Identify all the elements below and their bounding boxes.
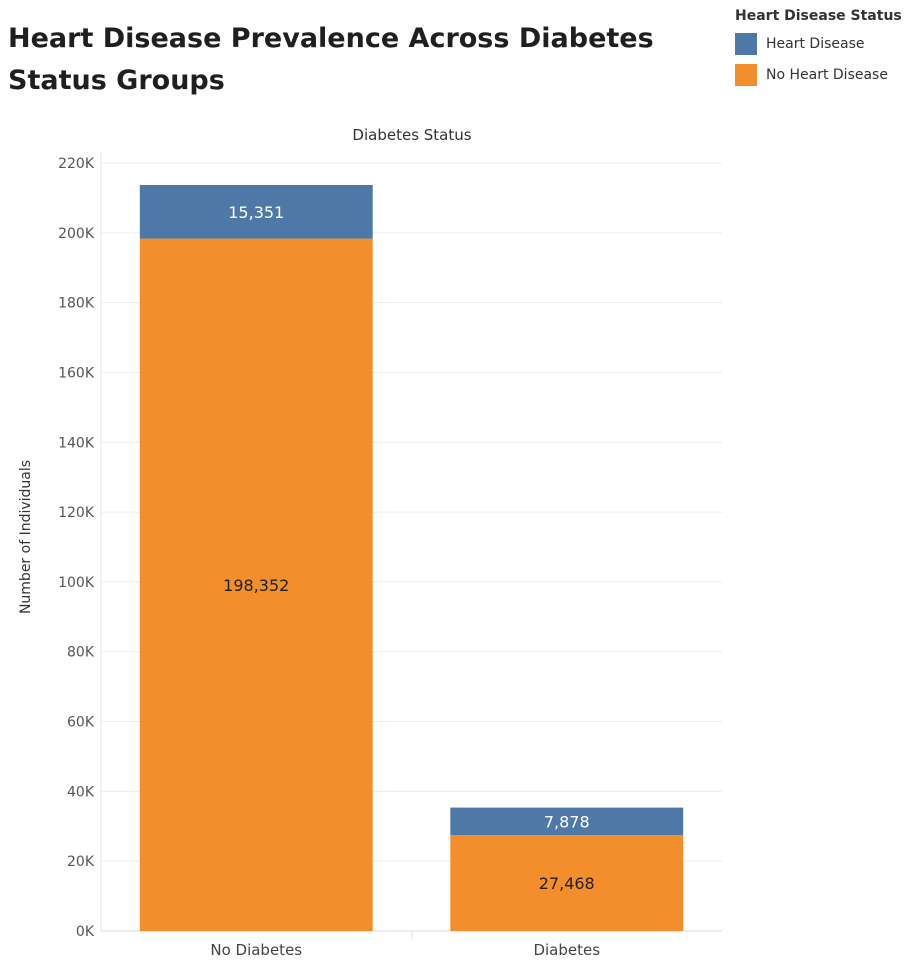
legend-swatch-no-heart-disease (735, 64, 757, 86)
y-tick-label: 0K (76, 924, 95, 940)
legend-item-no-heart-disease[interactable]: No Heart Disease (735, 64, 922, 86)
y-tick-label: 220K (58, 156, 95, 172)
y-tick-label: 140K (58, 435, 95, 451)
data-label: 27,468 (539, 874, 595, 893)
x-axis-ticks: No Diabetes Diabetes (210, 941, 600, 959)
y-tick-label: 120K (58, 505, 95, 521)
data-label: 15,351 (228, 203, 284, 222)
y-tick-label: 180K (58, 296, 95, 312)
y-tick-label: 20K (67, 854, 95, 870)
legend-swatch-heart-disease (735, 33, 757, 55)
legend-label-heart-disease: Heart Disease (766, 36, 865, 52)
x-tick-label: No Diabetes (210, 941, 302, 959)
y-axis-ticks: 0K 20K 40K 60K 80K 100K 120K 140K 160K 180K 200K 22… (58, 156, 95, 940)
data-label: 7,878 (544, 812, 590, 831)
bar-segment[interactable] (139, 184, 373, 239)
bars: 198,352 15,351 27,468 7,878 (139, 184, 684, 932)
y-tick-label: 200K (58, 226, 95, 242)
y-tick-label: 80K (67, 645, 95, 661)
y-tick-label: 100K (58, 575, 95, 591)
bar-segment[interactable] (139, 238, 373, 932)
bar-segment[interactable] (450, 807, 684, 836)
legend: Heart Disease Status Heart Disease No He… (735, 8, 922, 86)
column-header: Diabetes Status (352, 126, 471, 144)
x-tick-label: Diabetes (533, 941, 600, 959)
y-tick-label: 40K (67, 784, 95, 800)
bar-segment[interactable] (450, 835, 684, 931)
data-label: 198,352 (223, 576, 289, 595)
y-tick-label: 160K (58, 365, 95, 381)
legend-item-heart-disease[interactable]: Heart Disease (735, 33, 922, 55)
y-tick-label: 60K (67, 715, 95, 731)
legend-label-no-heart-disease: No Heart Disease (766, 67, 888, 83)
legend-title: Heart Disease Status (735, 8, 902, 24)
chart-title: Heart Disease Prevalence Across Diabetes… (8, 23, 654, 96)
y-axis-label: Number of Individuals (18, 460, 34, 614)
